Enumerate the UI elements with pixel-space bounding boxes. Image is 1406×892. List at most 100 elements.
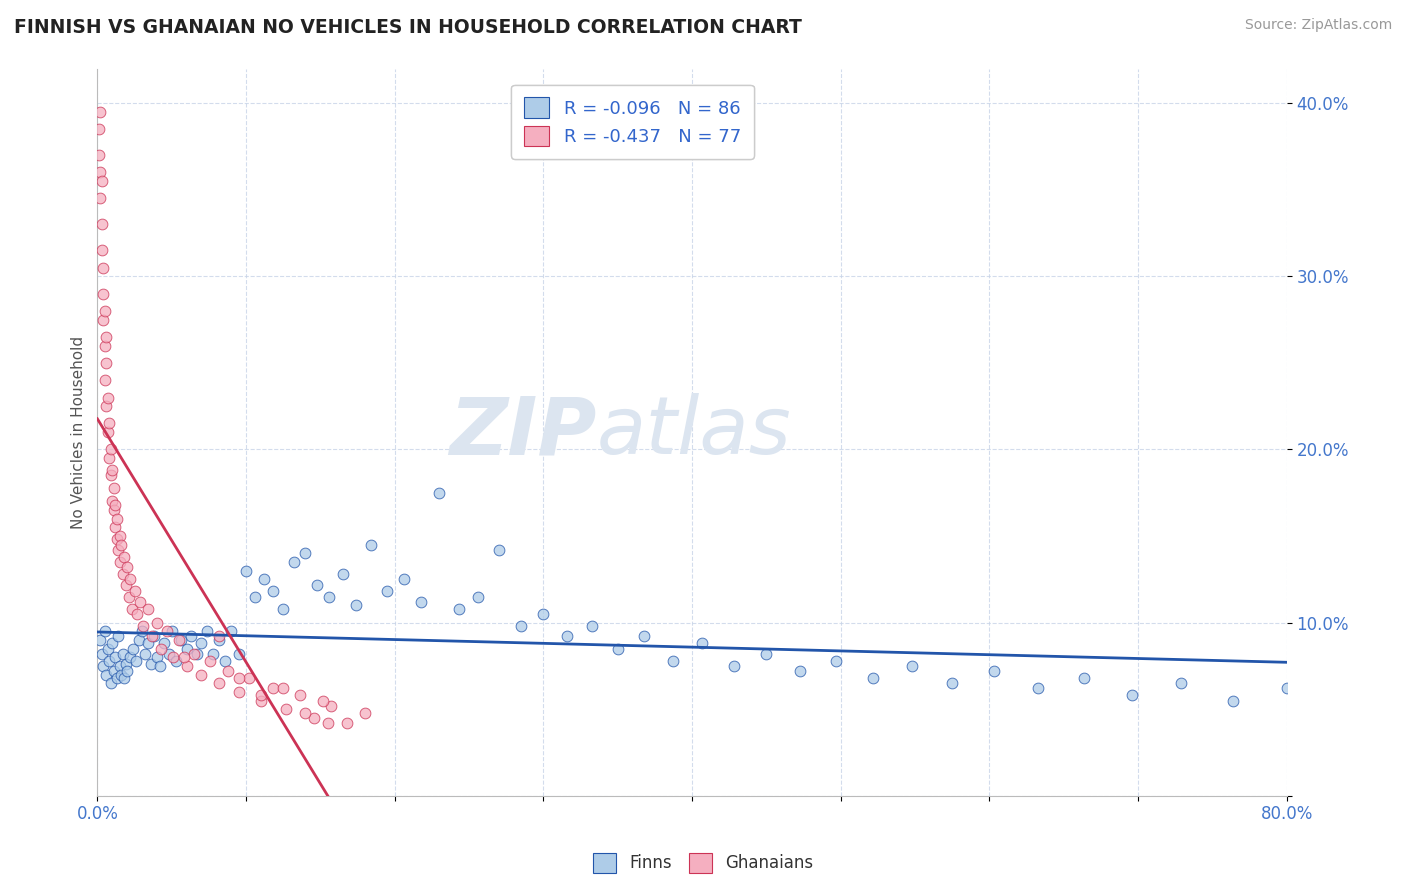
Point: [89, 165, 111, 179]
Point: [169, 632, 191, 647]
Point: [208, 630, 231, 644]
Point: [98, 417, 121, 431]
Point: [117, 590, 139, 604]
Point: [132, 619, 155, 633]
Point: [105, 512, 128, 526]
Point: [101, 463, 124, 477]
Point: [89, 632, 111, 647]
Point: [354, 706, 377, 720]
Point: [633, 630, 655, 644]
Point: [114, 657, 136, 672]
Point: [111, 567, 134, 582]
Point: [692, 636, 714, 650]
Point: [262, 681, 284, 696]
Point: [319, 698, 342, 713]
Point: [283, 555, 305, 569]
Point: [141, 630, 163, 644]
Point: [581, 619, 603, 633]
Point: [167, 632, 190, 647]
Point: [294, 546, 316, 560]
Point: [100, 676, 122, 690]
Point: [97, 391, 120, 405]
Point: [91, 286, 114, 301]
Text: FINNISH VS GHANAIAN NO VEHICLES IN HOUSEHOLD CORRELATION CHART: FINNISH VS GHANAIAN NO VEHICLES IN HOUSE…: [14, 18, 801, 37]
Point: [162, 650, 184, 665]
Point: [228, 671, 250, 685]
Point: [134, 647, 156, 661]
Point: [136, 601, 159, 615]
Point: [97, 641, 120, 656]
Point: [1275, 681, 1298, 696]
Point: [1073, 671, 1095, 685]
Point: [89, 191, 111, 205]
Point: [392, 572, 415, 586]
Point: [139, 657, 162, 672]
Point: [318, 590, 340, 604]
Point: [146, 615, 169, 630]
Point: [288, 689, 311, 703]
Point: [276, 702, 298, 716]
Point: [91, 260, 114, 275]
Point: [427, 485, 450, 500]
Point: [101, 636, 124, 650]
Point: [91, 659, 114, 673]
Point: [336, 716, 359, 731]
Point: [173, 650, 195, 665]
Point: [108, 529, 131, 543]
Point: [112, 549, 135, 564]
Point: [120, 572, 142, 586]
Point: [214, 654, 236, 668]
Point: [411, 595, 433, 609]
Point: [176, 641, 198, 656]
Point: [375, 584, 398, 599]
Point: [94, 338, 117, 352]
Point: [360, 538, 382, 552]
Point: [307, 577, 329, 591]
Point: [97, 425, 120, 439]
Point: [901, 659, 924, 673]
Point: [103, 503, 125, 517]
Point: [271, 681, 294, 696]
Point: [531, 607, 554, 621]
Point: [183, 647, 205, 661]
Text: atlas: atlas: [596, 393, 792, 471]
Point: [1121, 689, 1143, 703]
Point: [332, 567, 354, 582]
Point: [160, 624, 183, 639]
Point: [271, 601, 294, 615]
Point: [105, 671, 128, 685]
Point: [108, 659, 131, 673]
Point: [89, 104, 111, 119]
Point: [344, 599, 367, 613]
Point: [142, 630, 165, 644]
Point: [128, 632, 150, 647]
Point: [250, 689, 273, 703]
Y-axis label: No Vehicles in Household: No Vehicles in Household: [72, 335, 86, 529]
Point: [121, 601, 143, 615]
Point: [250, 693, 273, 707]
Point: [103, 664, 125, 678]
Point: [96, 667, 118, 681]
Point: [723, 659, 745, 673]
Point: [510, 619, 533, 633]
Point: [253, 572, 276, 586]
Point: [983, 664, 1005, 678]
Point: [238, 671, 260, 685]
Point: [208, 632, 231, 647]
Point: [1028, 681, 1050, 696]
Point: [304, 711, 326, 725]
Point: [131, 624, 153, 639]
Point: [98, 654, 121, 668]
Point: [312, 693, 335, 707]
Point: [941, 676, 963, 690]
Point: [107, 542, 129, 557]
Point: [157, 647, 180, 661]
Point: [228, 647, 250, 661]
Point: [112, 671, 135, 685]
Point: [104, 498, 127, 512]
Point: [153, 636, 176, 650]
Point: [228, 685, 250, 699]
Point: [103, 481, 125, 495]
Point: [104, 650, 127, 665]
Point: [108, 555, 131, 569]
